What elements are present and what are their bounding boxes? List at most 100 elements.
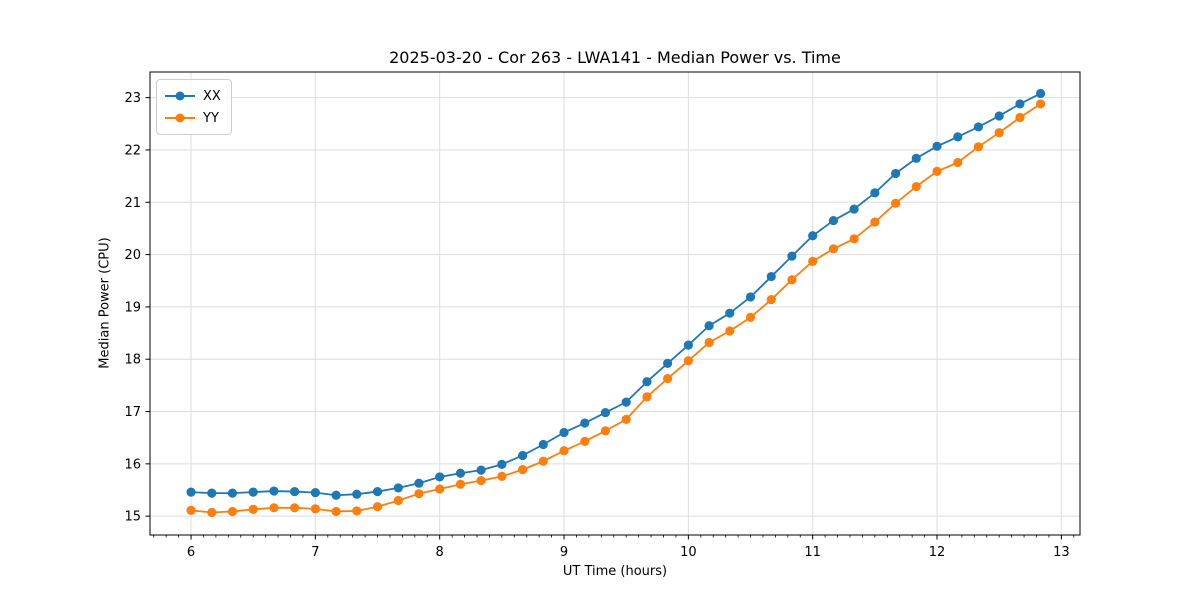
y-tick-label: 19 <box>124 300 141 315</box>
legend-label-xx: XX <box>203 88 221 104</box>
data-point-yy <box>580 436 590 446</box>
data-point-xx <box>973 122 984 132</box>
series-line-yy <box>190 103 1042 514</box>
data-point-xx <box>393 483 403 493</box>
data-point-yy <box>538 456 548 466</box>
data-point-yy <box>973 142 984 152</box>
data-point-xx <box>704 321 714 331</box>
data-point-xx <box>808 231 818 241</box>
data-point-xx <box>227 488 238 498</box>
data-point-yy <box>207 507 217 518</box>
data-point-xx <box>953 132 963 142</box>
data-point-xx <box>352 489 362 499</box>
x-tick-label: 10 <box>680 545 697 560</box>
y-tick-label: 18 <box>124 353 141 368</box>
data-point-yy <box>455 479 466 489</box>
data-point-yy <box>621 414 631 424</box>
x-tick-label: 6 <box>187 545 195 560</box>
data-point-yy <box>994 128 1004 138</box>
data-point-yy <box>248 504 258 514</box>
y-tick-label: 15 <box>124 510 141 525</box>
data-point-xx <box>414 478 424 488</box>
data-point-yy <box>289 503 300 513</box>
legend-line-marker-xx <box>165 91 195 101</box>
data-point-yy <box>269 503 279 513</box>
chart-title: 2025-03-20 - Cor 263 - LWA141 - Median P… <box>389 48 841 67</box>
data-point-yy <box>808 256 818 266</box>
data-point-yy <box>828 244 839 254</box>
data-point-xx <box>828 215 839 226</box>
data-point-xx <box>289 486 300 497</box>
data-point-yy <box>787 275 797 285</box>
data-point-yy <box>331 506 341 517</box>
axes-spines <box>149 71 1081 536</box>
data-point-yy <box>953 157 963 168</box>
y-tick-label: 21 <box>124 196 141 211</box>
data-point-yy <box>766 294 776 305</box>
x-axis-label: UT Time (hours) <box>562 564 668 579</box>
data-point-xx <box>248 487 258 497</box>
data-point-xx <box>435 472 445 482</box>
data-point-xx <box>994 111 1004 121</box>
data-point-xx <box>269 486 279 496</box>
data-point-yy <box>393 495 403 506</box>
data-point-xx <box>745 292 756 302</box>
data-point-xx <box>787 251 797 261</box>
data-point-yy <box>352 506 362 516</box>
legend-item-xx: XX <box>165 85 221 107</box>
data-point-xx <box>455 468 466 478</box>
data-point-xx <box>849 204 859 214</box>
data-point-yy <box>310 504 320 514</box>
data-point-xx <box>497 459 507 469</box>
data-point-xx <box>559 427 569 438</box>
data-point-yy <box>372 502 383 512</box>
y-tick-label: 22 <box>124 143 141 158</box>
y-tick-label: 16 <box>124 457 141 472</box>
data-point-xx <box>476 465 486 475</box>
data-point-xx <box>310 488 320 498</box>
data-point-yy <box>725 326 735 336</box>
y-tick-label: 23 <box>124 91 141 106</box>
data-point-xx <box>725 308 735 318</box>
data-point-yy <box>414 489 424 499</box>
x-tick-label: 11 <box>804 545 821 560</box>
data-point-yy <box>662 373 673 384</box>
data-point-xx <box>662 358 673 369</box>
data-point-yy <box>704 337 714 348</box>
x-tick-label: 12 <box>929 545 946 560</box>
data-point-xx <box>600 407 611 418</box>
data-point-yy <box>849 234 859 244</box>
data-point-xx <box>870 188 880 198</box>
data-point-xx <box>207 488 217 498</box>
legend-item-yy: YY <box>165 107 221 129</box>
data-point-xx <box>331 490 341 500</box>
legend-line-marker-yy <box>165 113 195 123</box>
data-point-xx <box>766 271 776 282</box>
y-tick-label: 17 <box>124 405 141 420</box>
x-tick-label: 7 <box>311 545 319 560</box>
data-point-yy <box>642 392 652 402</box>
data-point-yy <box>745 312 756 322</box>
data-point-yy <box>186 505 196 516</box>
series-line-xx <box>190 92 1041 497</box>
x-tick-label: 8 <box>436 545 444 560</box>
x-tick-label: 9 <box>560 545 568 560</box>
data-point-xx <box>932 141 942 151</box>
data-point-yy <box>1035 99 1046 109</box>
data-point-xx <box>891 168 901 179</box>
data-point-xx <box>1015 99 1025 109</box>
legend: XX YY <box>156 79 232 135</box>
data-point-yy <box>227 506 238 517</box>
data-point-yy <box>683 356 693 366</box>
data-point-yy <box>1015 112 1025 123</box>
data-point-yy <box>891 198 901 208</box>
data-point-yy <box>518 465 528 475</box>
data-point-yy <box>932 166 942 177</box>
data-point-yy <box>600 426 611 436</box>
data-point-xx <box>911 153 921 163</box>
data-point-yy <box>497 471 507 482</box>
legend-label-yy: YY <box>203 110 219 126</box>
data-point-yy <box>559 446 569 456</box>
